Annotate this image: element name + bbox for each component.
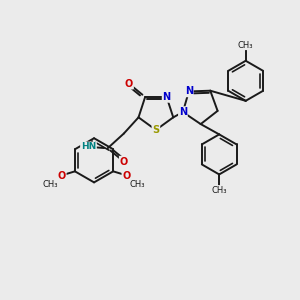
Text: CH₃: CH₃ <box>212 185 227 194</box>
Text: O: O <box>122 171 130 181</box>
Text: HN: HN <box>81 142 96 151</box>
Text: CH₃: CH₃ <box>238 41 254 50</box>
Text: N: N <box>163 92 171 102</box>
Text: CH₃: CH₃ <box>130 179 146 188</box>
Text: O: O <box>125 79 133 89</box>
Text: N: N <box>185 86 193 96</box>
Text: CH₃: CH₃ <box>43 179 58 188</box>
Text: S: S <box>152 125 160 135</box>
Text: O: O <box>58 171 66 181</box>
Text: N: N <box>179 107 187 117</box>
Text: O: O <box>120 157 128 166</box>
